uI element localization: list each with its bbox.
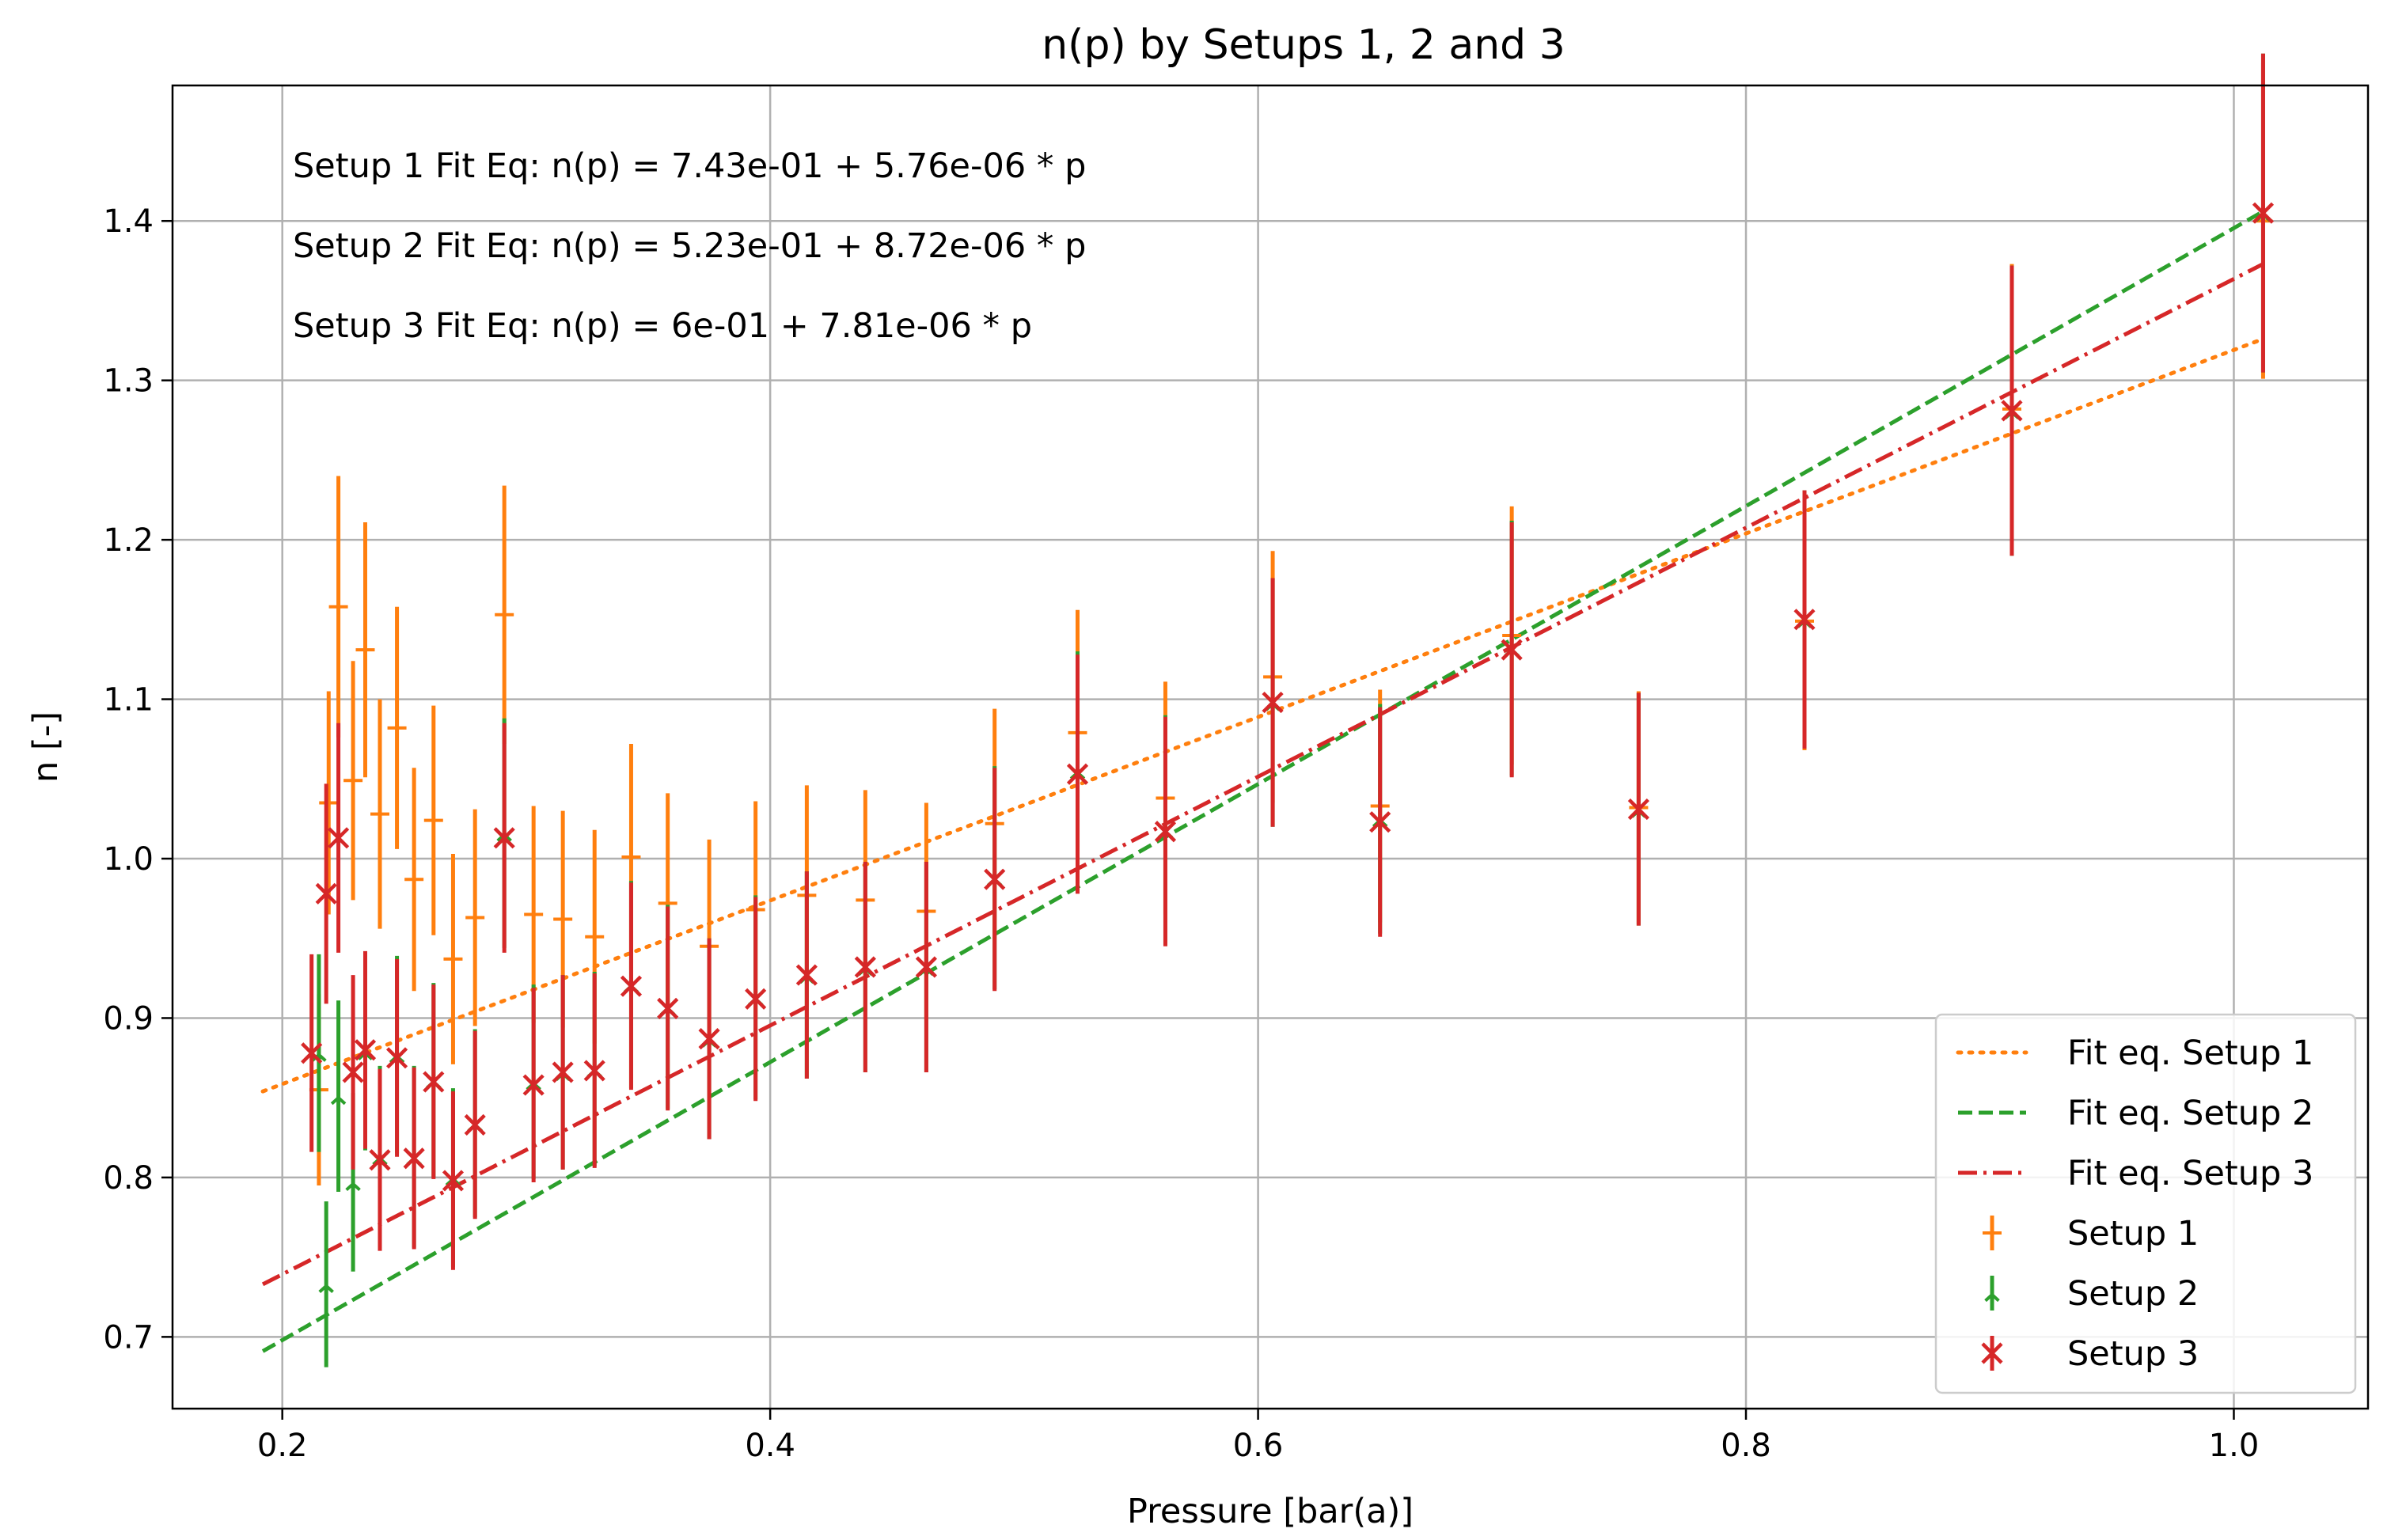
data-point-marker [404, 870, 424, 889]
plot-frame [171, 84, 2370, 1410]
data-point-marker [745, 988, 767, 1010]
data-point-marker [355, 640, 375, 660]
data-point-marker [553, 909, 573, 929]
y-tick-label: 0.7 [103, 1319, 154, 1356]
data-point-marker [657, 997, 679, 1019]
data-point-marker [1793, 609, 1816, 631]
data-point-marker [385, 1047, 408, 1069]
series-setup-3 [301, 53, 2275, 1270]
data-point-marker [552, 1061, 574, 1083]
data-point-marker [621, 848, 641, 867]
y-tick-label: 1.0 [103, 841, 154, 878]
y-tick-label: 0.9 [103, 1000, 154, 1037]
data-point-marker [2001, 400, 2023, 422]
y-tick-label: 1.1 [103, 682, 154, 719]
data-point-marker [328, 827, 350, 849]
x-tick-label: 1.0 [2209, 1428, 2260, 1464]
data-point-marker [423, 810, 443, 830]
x-axis-label: Pressure [bar(a)] [1127, 1492, 1414, 1531]
legend: Fit eq. Setup 1 Fit eq. Setup 2 Fit eq. Se… [1934, 1013, 2357, 1394]
legend-box [1934, 1013, 2357, 1394]
x-tick-label: 0.8 [1721, 1428, 1771, 1464]
data-point-marker [328, 597, 348, 616]
y-tick-label: 1.4 [103, 203, 154, 240]
x-tick-label: 0.6 [1233, 1428, 1284, 1464]
data-point-marker [620, 975, 643, 997]
data-point-marker [464, 1113, 486, 1136]
data-point-marker [387, 718, 407, 738]
data-point-marker [493, 827, 515, 849]
data-point-marker [342, 1061, 364, 1083]
x-tick-label: 0.2 [257, 1428, 308, 1464]
data-point-marker [1262, 692, 1284, 714]
legend-entry-label: Setup 3 [2067, 1334, 2199, 1374]
x-tick-label: 0.4 [745, 1428, 795, 1464]
data-point-marker [854, 956, 876, 978]
data-point-marker [1066, 763, 1089, 785]
legend-marker-swatch [1984, 1284, 2000, 1303]
data-point-marker [354, 1039, 377, 1061]
legend-entry-label: Setup 2 [2067, 1274, 2199, 1314]
data-point-marker [984, 868, 1006, 890]
y-tick-label: 0.8 [103, 1160, 154, 1197]
data-point-marker [2252, 202, 2275, 224]
data-point-marker [330, 1087, 347, 1106]
grid-layer [173, 85, 2368, 1409]
data-point-marker [315, 882, 337, 905]
data-point-marker [343, 771, 363, 791]
data-point-marker [370, 804, 389, 824]
data-point-marker [345, 1172, 361, 1192]
data-point-marker [465, 908, 485, 927]
legend-marker-swatch [1983, 1223, 2002, 1242]
data-point-marker [442, 1170, 465, 1192]
data-point-marker [495, 605, 514, 624]
data-point-marker [522, 1074, 545, 1096]
data-point-marker [524, 905, 544, 924]
y-tick-label: 1.3 [103, 363, 154, 400]
data-point-marker [319, 793, 339, 813]
data-point-marker [1369, 811, 1391, 833]
data-point-marker [698, 1028, 720, 1050]
data-point-marker [583, 1060, 605, 1082]
data-point-marker [423, 1071, 445, 1093]
axis-ticks: 0.2 0.4 0.6 0.8 1.0 0.7 0.8 0.9 1.0 1.1 1.2 1.3 1.4 [103, 203, 2259, 1464]
data-point-marker [1154, 821, 1177, 843]
data-point-marker [915, 956, 938, 978]
data-point-marker [318, 1274, 334, 1293]
data-point-marker [585, 927, 605, 946]
legend-marker-swatch [1981, 1342, 2003, 1364]
legend-entry-label: Fit eq. Setup 2 [2067, 1094, 2313, 1133]
fit-equation-annotations: Setup 1 Fit Eq: n(p) = 7.43e-01 + 5.76e-… [293, 146, 1086, 346]
fit-equation-setup-2: Setup 2 Fit Eq: n(p) = 5.23e-01 + 8.72e-… [293, 226, 1086, 266]
data-point-marker [443, 949, 463, 969]
chart-title: n(p) by Setups 1, 2 and 3 [1042, 21, 1565, 69]
y-axis-label: n [-] [26, 711, 66, 783]
data-point-marker [1501, 639, 1523, 661]
fit-equation-setup-1: Setup 1 Fit Eq: n(p) = 7.43e-01 + 5.76e-… [293, 146, 1086, 186]
data-point-marker [795, 964, 818, 986]
data-point-marker [403, 1147, 425, 1170]
data-point-marker [369, 1149, 391, 1171]
data-point-marker [1627, 798, 1650, 821]
legend-entry-label: Fit eq. Setup 3 [2067, 1154, 2313, 1193]
data-point-marker [301, 1042, 323, 1064]
legend-entry-label: Fit eq. Setup 1 [2067, 1034, 2313, 1073]
legend-entry-label: Setup 1 [2067, 1214, 2199, 1254]
data-points [301, 53, 2275, 1367]
fit-equation-setup-3: Setup 3 Fit Eq: n(p) = 6e-01 + 7.81e-06 … [293, 306, 1032, 346]
y-tick-label: 1.2 [103, 522, 154, 559]
